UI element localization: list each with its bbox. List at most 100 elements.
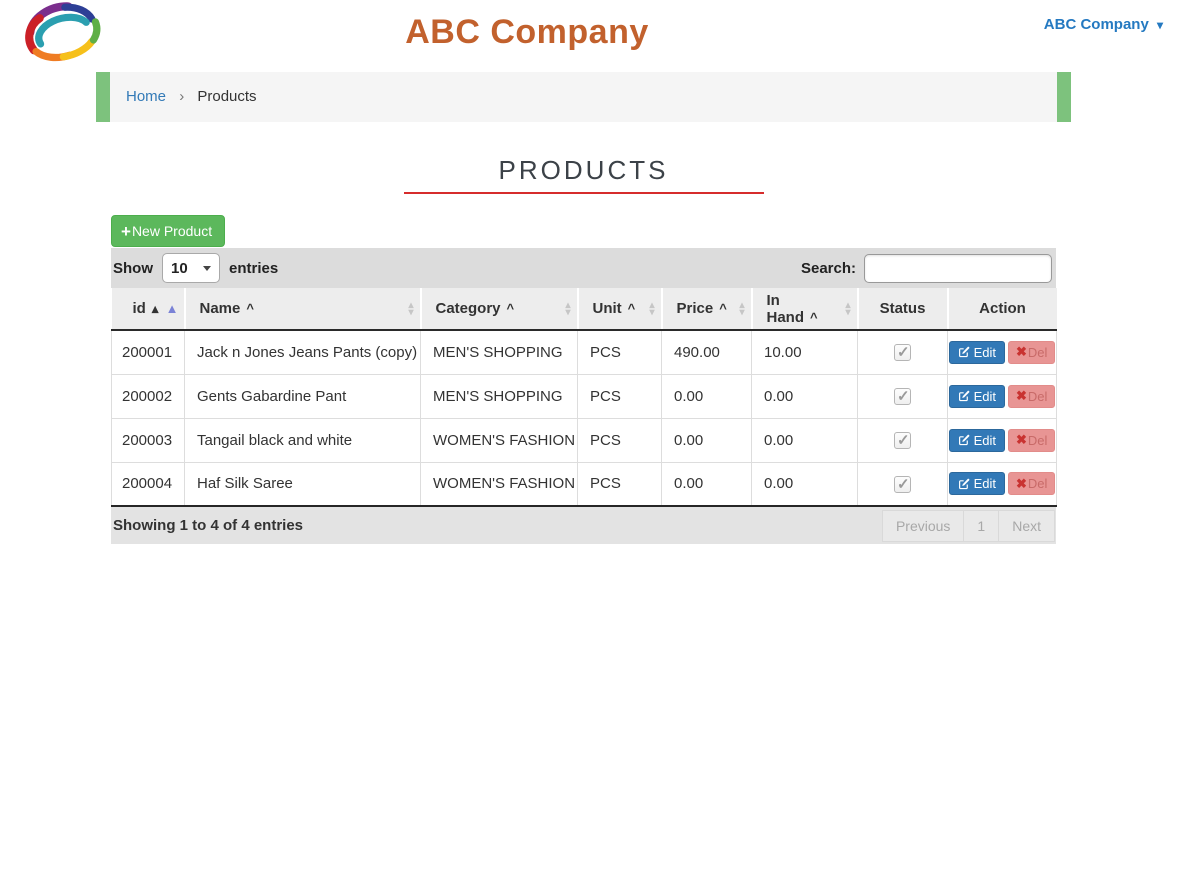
entries-label: entries (229, 259, 279, 277)
cell-name: Haf Silk Saree (184, 461, 421, 507)
column-header-category[interactable]: Category ^ ▴ ▾ (420, 288, 579, 331)
column-caret-icon: ▴ (151, 301, 159, 316)
cell-category: MEN'S SHOPPING (420, 329, 578, 375)
breadcrumb-home-link[interactable]: Home (126, 88, 167, 105)
cell-in-hand: 10.00 (751, 329, 858, 375)
status-checkbox[interactable]: ✓ (894, 387, 911, 405)
table-row: 200001 Jack n Jones Jeans Pants (copy) M… (111, 329, 1057, 375)
search-input[interactable] (864, 253, 1052, 283)
pagination-next[interactable]: Next (998, 509, 1055, 542)
company-logo-icon (17, 2, 107, 64)
column-caret-icon: ^ (719, 301, 727, 316)
status-checkbox[interactable]: ✓ (894, 344, 911, 362)
cell-price: 0.00 (661, 373, 752, 419)
cell-name: Jack n Jones Jeans Pants (copy) (184, 329, 421, 375)
del-label: Del (1027, 388, 1048, 404)
column-caret-icon: ^ (627, 301, 636, 316)
sort-both-icon: ▴ ▾ (739, 299, 745, 318)
main-content: PRODUCTS + New Product Show 10 entries S… (111, 122, 1057, 544)
cell-category: WOMEN'S FASHION (420, 461, 578, 507)
delete-icon: ✖ (1015, 432, 1027, 447)
products-table: id ▴ ▲ Name ^ ▴ ▾ Category ^ ▴ ▾ Unit ^ ▴ ▾ Pri… (111, 288, 1057, 507)
edit-button[interactable]: Edit (948, 384, 1005, 408)
column-label: Action (979, 300, 1026, 317)
pagination-previous[interactable]: Previous (881, 509, 965, 542)
delete-button[interactable]: ✖ Del (1007, 340, 1056, 364)
page-heading-company: ABC Company (405, 13, 649, 51)
show-label: Show (113, 259, 153, 277)
column-header-name[interactable]: Name ^ ▴ ▾ (184, 288, 422, 331)
cell-status: ✓ (857, 417, 948, 463)
cell-action: Edit ✖ Del (947, 417, 1057, 463)
edit-icon (958, 390, 969, 402)
del-label: Del (1027, 432, 1048, 448)
cell-unit: PCS (577, 329, 662, 375)
page-length-select[interactable]: 10 (162, 253, 220, 283)
cell-unit: PCS (577, 373, 662, 419)
cell-id: 200004 (111, 461, 185, 507)
sort-both-icon: ▴ ▾ (845, 299, 851, 318)
column-header-status: Status (857, 288, 949, 331)
table-header-row: id ▴ ▲ Name ^ ▴ ▾ Category ^ ▴ ▾ Unit ^ ▴ ▾ Pri… (111, 288, 1057, 331)
page-length-value: 10 (171, 259, 188, 277)
edit-label: Edit (973, 344, 996, 360)
pagination: Previous 1 Next (881, 509, 1055, 542)
column-header-id[interactable]: id ▴ ▲ (111, 288, 186, 331)
title-underline (403, 192, 764, 194)
column-label: In Hand (766, 291, 805, 326)
sort-asc-icon: ▲ (165, 300, 179, 316)
cell-action: Edit ✖ Del (947, 461, 1057, 507)
cell-in-hand: 0.00 (751, 373, 858, 419)
cell-action: Edit ✖ Del (947, 373, 1057, 419)
cell-name: Gents Gabardine Pant (184, 373, 421, 419)
cell-category: MEN'S SHOPPING (420, 373, 578, 419)
cell-unit: PCS (577, 461, 662, 507)
column-label: Name (199, 300, 241, 317)
column-header-price[interactable]: Price ^ ▴ ▾ (661, 288, 753, 331)
table-footer: Showing 1 to 4 of 4 entries Previous 1 N… (111, 507, 1056, 544)
cell-price: 490.00 (661, 329, 752, 375)
pagination-page-1[interactable]: 1 (963, 509, 1000, 542)
edit-button[interactable]: Edit (948, 472, 1005, 496)
user-menu-dropdown[interactable]: ABC Company ▾ (1044, 16, 1163, 33)
breadcrumb-current: Products (197, 88, 257, 105)
cell-status: ✓ (857, 329, 948, 375)
table-row: 200004 Haf Silk Saree WOMEN'S FASHION PC… (111, 461, 1057, 507)
check-icon: ✓ (897, 344, 910, 362)
edit-icon (958, 434, 969, 446)
status-checkbox[interactable]: ✓ (894, 431, 911, 449)
cell-status: ✓ (857, 373, 948, 419)
page-title-block: PRODUCTS (111, 156, 1056, 194)
delete-button[interactable]: ✖ Del (1007, 384, 1056, 408)
edit-button[interactable]: Edit (948, 340, 1005, 364)
column-caret-icon: ^ (810, 309, 818, 325)
column-header-in-hand[interactable]: In Hand ^ ▴ ▾ (751, 288, 859, 331)
status-checkbox[interactable]: ✓ (894, 475, 911, 493)
delete-button[interactable]: ✖ Del (1007, 428, 1056, 452)
cell-in-hand: 0.00 (751, 417, 858, 463)
column-label: id (132, 300, 146, 317)
column-label: Category (435, 300, 501, 317)
column-header-unit[interactable]: Unit ^ ▴ ▾ (577, 288, 663, 331)
cell-id: 200001 (111, 329, 185, 375)
sort-both-icon: ▴ ▾ (565, 299, 571, 318)
edit-button[interactable]: Edit (948, 428, 1005, 452)
user-menu-label: ABC Company (1043, 16, 1149, 33)
column-caret-icon: ^ (506, 301, 515, 316)
table-row: 200003 Tangail black and white WOMEN'S F… (111, 417, 1057, 463)
app-header: ABC Company ABC Company ▾ (0, 0, 1189, 72)
edit-label: Edit (973, 432, 996, 448)
page-title: PRODUCTS (498, 155, 669, 185)
sort-both-icon: ▴ ▾ (408, 299, 414, 318)
plus-icon: + (121, 221, 131, 241)
new-product-button[interactable]: + New Product (111, 215, 226, 247)
edit-icon (958, 478, 969, 489)
edit-icon (958, 346, 969, 358)
showing-entries-text: Showing 1 to 4 of 4 entries (113, 517, 304, 534)
column-caret-icon: ^ (246, 301, 254, 316)
table-row: 200002 Gents Gabardine Pant MEN'S SHOPPI… (111, 373, 1057, 419)
check-icon: ✓ (897, 431, 910, 449)
cell-price: 0.00 (661, 417, 752, 463)
delete-button[interactable]: ✖ Del (1007, 472, 1056, 496)
search-label: Search: (800, 259, 856, 277)
